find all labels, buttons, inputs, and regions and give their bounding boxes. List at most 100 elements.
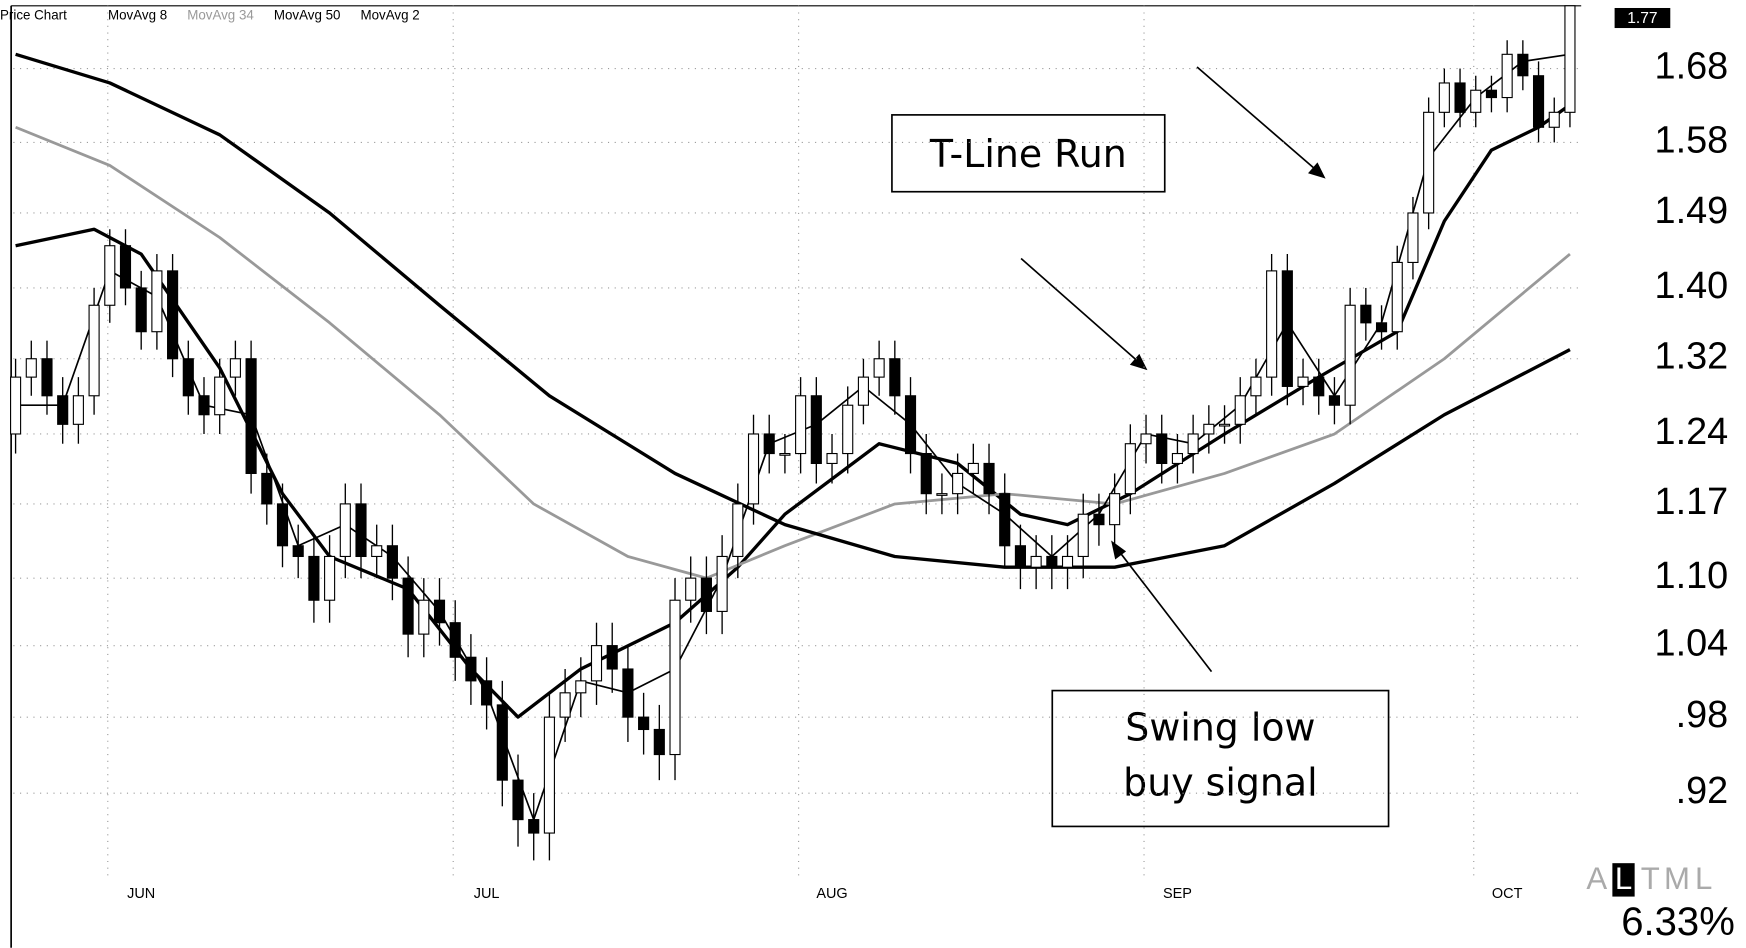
candle-body — [747, 433, 760, 505]
candle — [936, 473, 948, 515]
candle — [135, 270, 147, 350]
candle — [182, 340, 194, 415]
candle-body — [559, 692, 571, 718]
candle — [41, 340, 53, 415]
candle-body — [1470, 89, 1482, 113]
candle — [167, 254, 179, 378]
scale-button[interactable]: T — [1641, 861, 1660, 896]
candle — [873, 340, 885, 396]
candle — [1297, 358, 1309, 406]
candle — [25, 340, 37, 396]
candle-body — [1501, 53, 1513, 99]
y-tick-label: 1.32 — [1655, 336, 1729, 378]
candle — [1250, 358, 1262, 415]
candle-body — [622, 668, 634, 718]
candle-body — [1407, 212, 1419, 263]
candle — [1281, 254, 1293, 406]
arrow — [1020, 257, 1144, 367]
scale-button[interactable]: M — [1664, 861, 1690, 896]
candle-body — [967, 462, 979, 474]
candle — [590, 622, 603, 705]
candle-body — [261, 472, 273, 505]
candle — [198, 377, 210, 434]
candle-body — [1266, 270, 1278, 378]
candle-body — [371, 545, 383, 558]
change-percent: 6.33% — [1621, 900, 1735, 944]
y-tick-label: .98 — [1676, 694, 1729, 736]
candle-body — [732, 503, 744, 558]
scale-button-label[interactable]: A — [1586, 861, 1607, 896]
candle-body — [763, 433, 775, 455]
candle — [575, 657, 587, 718]
candle — [999, 473, 1011, 568]
candle — [1470, 75, 1482, 128]
scale-button-label[interactable]: T — [1641, 861, 1660, 896]
candle-body — [1203, 423, 1215, 435]
candle — [214, 358, 226, 434]
candle — [1375, 305, 1388, 350]
scale-button-label[interactable]: L — [1615, 861, 1632, 896]
scale-button-label[interactable]: L — [1695, 861, 1712, 896]
candle-body — [1124, 443, 1136, 495]
x-tick-label: JUL — [474, 886, 500, 902]
candle-body — [590, 645, 603, 682]
candle — [967, 443, 979, 494]
candle — [229, 340, 241, 396]
candle — [1203, 405, 1215, 454]
candle-body — [1014, 545, 1026, 568]
candle — [386, 524, 398, 601]
candle-body — [1360, 304, 1372, 324]
annotation-box — [891, 114, 1166, 193]
candle — [1156, 414, 1168, 484]
candle-body — [72, 395, 84, 425]
candle — [119, 229, 132, 306]
scale-button-bg — [1612, 863, 1635, 897]
candle — [324, 535, 336, 623]
candle — [1140, 414, 1152, 464]
candle — [1030, 535, 1042, 590]
candle-body — [904, 395, 917, 455]
candle-body — [355, 503, 367, 558]
candle-body — [1485, 89, 1498, 99]
candle — [669, 578, 681, 781]
candle — [559, 668, 571, 742]
candle-body — [1077, 513, 1089, 558]
scale-button-label[interactable]: M — [1664, 861, 1690, 896]
x-tick-label: SEP — [1163, 886, 1192, 902]
candle — [653, 704, 665, 781]
candle-body — [1187, 433, 1199, 455]
candle-body — [1548, 111, 1560, 128]
scale-button[interactable]: A — [1586, 861, 1607, 896]
candle — [952, 453, 964, 515]
candle-body — [1328, 395, 1341, 406]
candle-body — [1109, 493, 1121, 526]
candle — [826, 433, 838, 484]
candle — [449, 600, 461, 681]
candle-body — [669, 599, 681, 756]
candle-body — [873, 358, 885, 378]
candle — [402, 556, 414, 658]
scale-button[interactable]: L — [1612, 861, 1635, 897]
candle — [1234, 377, 1246, 444]
candle — [528, 793, 540, 861]
candle — [276, 483, 289, 568]
candle-body — [1564, 5, 1576, 113]
candle — [371, 524, 383, 579]
candle-body — [1297, 376, 1309, 387]
legend-entry: MovAvg 34 — [187, 7, 254, 22]
candle — [1548, 97, 1560, 143]
arrow-head — [1308, 162, 1326, 179]
candle-body — [88, 304, 100, 397]
candle — [622, 645, 634, 742]
candle-body — [528, 819, 540, 834]
candle-body — [1344, 304, 1356, 406]
candle — [1014, 524, 1026, 590]
candle-body — [952, 472, 964, 495]
scale-button[interactable]: L — [1695, 861, 1712, 896]
candle — [1501, 40, 1513, 113]
candle-body — [685, 577, 697, 601]
candle-body — [1454, 82, 1466, 113]
candle — [245, 340, 257, 494]
candle-body — [1030, 555, 1042, 568]
last-value-box — [1614, 7, 1671, 29]
